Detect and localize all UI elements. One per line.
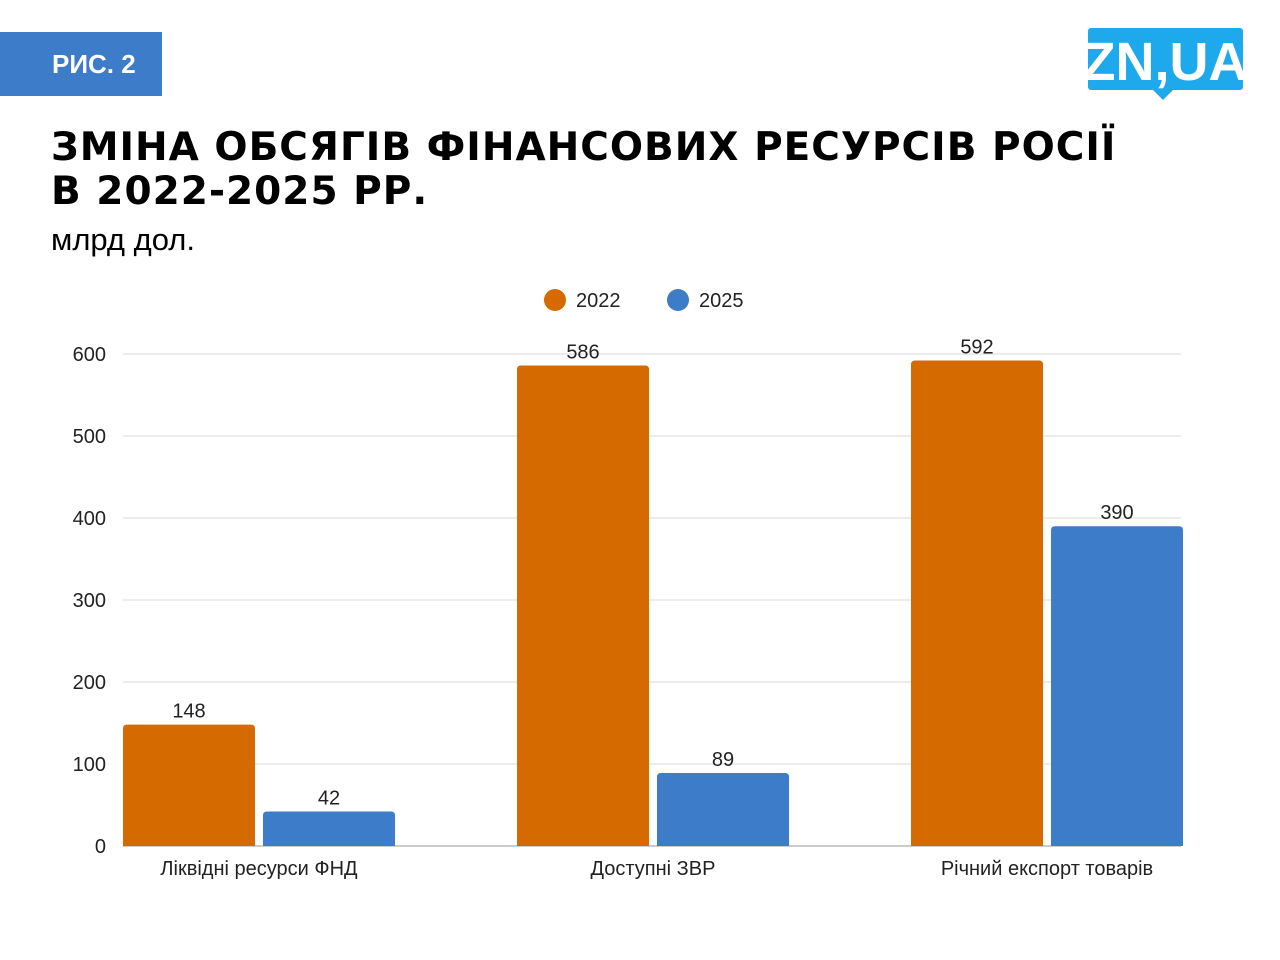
legend-marker-2025 [667, 289, 689, 311]
y-tick-label: 300 [73, 590, 106, 612]
legend-marker-2022 [544, 289, 566, 311]
bar-2025 [1051, 526, 1183, 846]
chart-unit: млрд дол. [51, 222, 195, 257]
x-category-label: Доступні ЗВР [591, 858, 716, 880]
y-tick-label: 0 [95, 836, 106, 858]
svg-text:ZN,UA: ZN,UA [1088, 32, 1243, 92]
data-label: 42 [318, 788, 340, 810]
zn-ua-logo: ZN,UA [1088, 28, 1243, 100]
bar-2025 [263, 811, 395, 846]
x-category-label: Річний експорт товарів [941, 858, 1153, 880]
bar-2022 [517, 365, 649, 846]
data-label: 148 [172, 701, 205, 723]
data-label: 592 [960, 337, 993, 359]
figure-badge: РИС. 2 [0, 32, 162, 96]
legend-label: 2022 [576, 290, 621, 312]
bar-2022 [123, 724, 255, 846]
y-tick-label: 200 [73, 672, 106, 694]
bar-2022 [911, 360, 1043, 846]
data-label: 586 [566, 341, 599, 363]
y-tick-label: 500 [73, 426, 106, 448]
y-tick-label: 600 [73, 344, 106, 366]
legend-label: 2025 [699, 290, 744, 312]
data-label: 390 [1100, 502, 1133, 524]
y-tick-label: 100 [73, 754, 106, 776]
chart-title: ЗМІНА ОБСЯГІВ ФІНАНСОВИХ РЕСУРСІВ РОСІЇ … [51, 125, 1117, 214]
x-category-label: Ліквідні ресурси ФНД [160, 858, 358, 880]
data-label: 89 [712, 749, 734, 771]
y-tick-label: 400 [73, 508, 106, 530]
bar-2025 [657, 773, 789, 846]
